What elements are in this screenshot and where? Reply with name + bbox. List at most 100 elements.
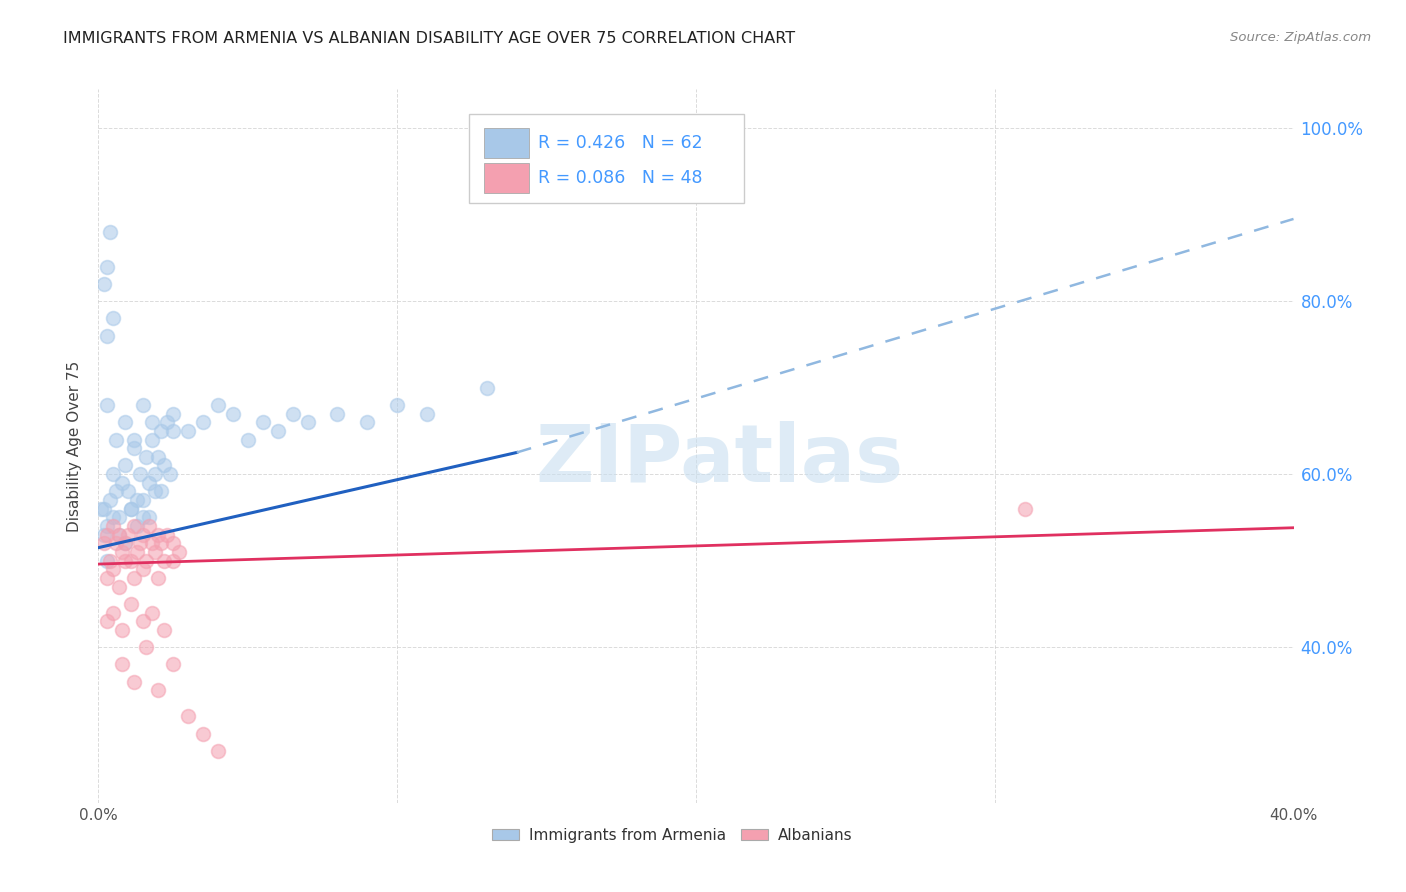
Point [96, 614, 118, 628]
Point [114, 536, 136, 550]
Point [96, 328, 118, 343]
Point [191, 726, 214, 740]
Point [207, 398, 229, 412]
Point [177, 709, 200, 723]
Point [132, 510, 155, 524]
Point [103, 606, 125, 620]
Point [111, 623, 134, 637]
Point [114, 458, 136, 473]
Point [124, 441, 146, 455]
Point [98, 225, 122, 239]
Point [153, 458, 176, 473]
Point [111, 475, 134, 490]
Point [114, 415, 136, 429]
Legend: Immigrants from Armenia, Albanians: Immigrants from Armenia, Albanians [486, 822, 858, 848]
Point [103, 311, 125, 326]
Point [90, 501, 112, 516]
Point [105, 536, 128, 550]
Point [162, 657, 184, 672]
Point [150, 424, 173, 438]
Point [120, 597, 142, 611]
Point [127, 519, 149, 533]
Point [385, 398, 409, 412]
Point [222, 407, 245, 421]
Point [127, 493, 149, 508]
Text: ZIPatlas: ZIPatlas [536, 421, 904, 500]
Point [96, 398, 118, 412]
Point [98, 553, 122, 567]
Point [156, 415, 179, 429]
Point [177, 424, 200, 438]
Point [267, 424, 290, 438]
Point [108, 527, 131, 541]
Point [117, 484, 139, 499]
Text: R = 0.086   N = 48: R = 0.086 N = 48 [538, 169, 703, 186]
Point [132, 562, 155, 576]
Point [103, 510, 125, 524]
Point [138, 519, 160, 533]
Point [111, 657, 134, 672]
Point [103, 519, 125, 533]
Point [326, 407, 349, 421]
Point [103, 467, 125, 482]
Point [138, 475, 160, 490]
Point [143, 545, 166, 559]
Point [138, 510, 160, 524]
Point [281, 407, 304, 421]
Point [148, 450, 170, 464]
Point [105, 484, 128, 499]
Point [129, 467, 152, 482]
Point [108, 527, 131, 541]
Point [143, 467, 166, 482]
Point [162, 407, 184, 421]
Point [132, 398, 155, 412]
Text: R = 0.426   N = 62: R = 0.426 N = 62 [538, 135, 703, 153]
Point [135, 553, 157, 567]
Point [416, 407, 439, 421]
Point [96, 553, 118, 567]
Point [93, 501, 115, 516]
Point [150, 536, 173, 550]
Point [162, 553, 184, 567]
Point [1014, 501, 1036, 516]
Point [135, 450, 157, 464]
Point [207, 744, 229, 758]
Point [141, 606, 163, 620]
Point [108, 580, 131, 594]
Point [153, 553, 176, 567]
Point [96, 571, 118, 585]
Point [150, 484, 173, 499]
Point [108, 510, 131, 524]
FancyBboxPatch shape [485, 162, 529, 193]
Point [132, 493, 155, 508]
Point [96, 260, 118, 274]
Point [167, 545, 190, 559]
Point [127, 545, 149, 559]
Point [124, 433, 146, 447]
Point [105, 433, 128, 447]
Point [124, 674, 146, 689]
Text: IMMIGRANTS FROM ARMENIA VS ALBANIAN DISABILITY AGE OVER 75 CORRELATION CHART: IMMIGRANTS FROM ARMENIA VS ALBANIAN DISA… [63, 31, 796, 46]
Point [93, 527, 115, 541]
Point [148, 571, 170, 585]
Point [120, 501, 142, 516]
Point [124, 519, 146, 533]
Point [93, 536, 115, 550]
FancyBboxPatch shape [470, 114, 744, 203]
Point [475, 381, 498, 395]
Point [162, 536, 184, 550]
Point [356, 415, 378, 429]
Point [148, 683, 170, 698]
Point [191, 415, 214, 429]
Point [156, 527, 179, 541]
Point [96, 527, 118, 541]
Point [103, 562, 125, 576]
Point [252, 415, 274, 429]
Point [159, 467, 181, 482]
Point [143, 484, 166, 499]
Point [111, 545, 134, 559]
Point [96, 519, 118, 533]
Point [120, 553, 142, 567]
Point [120, 501, 142, 516]
Point [141, 433, 163, 447]
